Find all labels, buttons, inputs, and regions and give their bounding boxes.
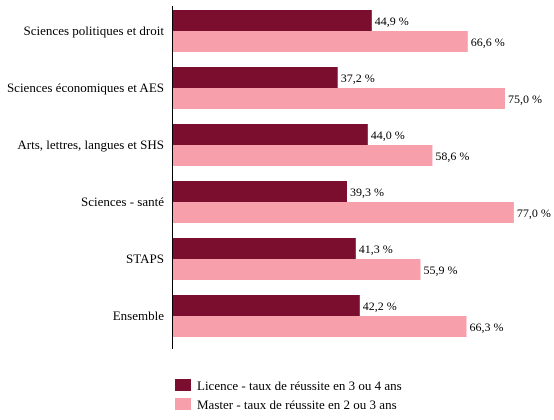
bar-master-sciences-politiques-et-droit [173,31,468,52]
category-label-arts-lettres-langues-et-shs: Arts, lettres, langues et SHS [17,137,164,152]
value-label-master-sciences-economiques-et-aes: 75,0 % [508,92,542,106]
legend-swatch-master [175,398,191,410]
bar-licence-sciences-sante [173,181,347,202]
bar-master-sciences-economiques-et-aes [173,88,505,109]
category-label-sciences-politiques-et-droit: Sciences politiques et droit [24,23,165,38]
value-label-master-staps: 55,9 % [424,263,458,277]
category-label-ensemble: Ensemble [113,308,164,323]
category-label-sciences-economiques-et-aes: Sciences économiques et AES [7,80,164,95]
bar-licence-ensemble [173,295,360,316]
value-label-licence-sciences-economiques-et-aes: 37,2 % [341,71,375,85]
value-label-licence-ensemble: 42,2 % [363,299,397,313]
bar-licence-staps [173,238,356,259]
value-label-licence-staps: 41,3 % [359,242,393,256]
legend-swatch-licence [175,379,191,391]
bar-master-staps [173,259,421,280]
category-label-sciences-sante: Sciences - santé [81,194,164,209]
legend: Licence - taux de réussite en 3 ou 4 ans… [175,378,402,412]
bar-master-sciences-sante [173,202,514,223]
bar-master-ensemble [173,316,467,337]
value-label-master-arts-lettres-langues-et-shs: 58,6 % [435,149,469,163]
value-label-master-sciences-politiques-et-droit: 66,6 % [471,35,505,49]
value-label-licence-sciences-sante: 39,3 % [350,185,384,199]
value-label-master-sciences-sante: 77,0 % [517,206,551,220]
category-label-staps: STAPS [126,251,164,266]
bar-licence-arts-lettres-langues-et-shs [173,124,368,145]
bar-licence-sciences-politiques-et-droit [173,10,372,31]
legend-label-master: Master - taux de réussite en 2 ou 3 ans [197,397,397,412]
legend-label-licence: Licence - taux de réussite en 3 ou 4 ans [197,378,402,393]
value-label-licence-sciences-politiques-et-droit: 44,9 % [375,14,409,28]
bar-licence-sciences-economiques-et-aes [173,67,338,88]
value-label-licence-arts-lettres-langues-et-shs: 44,0 % [371,128,405,142]
bar-master-arts-lettres-langues-et-shs [173,145,433,166]
value-label-master-ensemble: 66,3 % [470,320,504,334]
